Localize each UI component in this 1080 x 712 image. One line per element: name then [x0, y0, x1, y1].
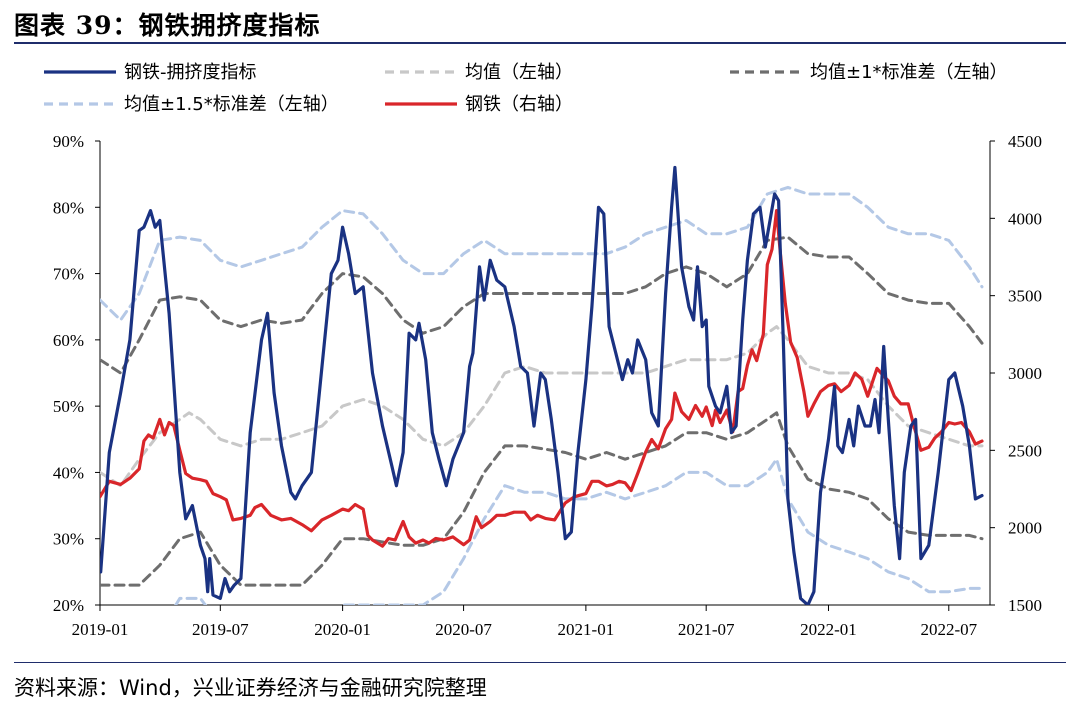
y-right-tick-label: 1500: [1008, 596, 1042, 615]
legend-label: 钢铁-拥挤度指标: [124, 62, 257, 83]
series-line-std15-upper: [100, 185, 984, 322]
legend-label: 均值±1.5*标准差（左轴）: [124, 94, 339, 115]
x-tick-label: 2020-01: [314, 620, 371, 639]
source-rule: [14, 662, 1066, 663]
series-line-mean: [100, 325, 984, 488]
x-tick-label: 2021-01: [558, 620, 615, 639]
series-line-std1-upper: [100, 235, 984, 375]
x-tick-label: 2022-01: [800, 620, 857, 639]
y-left-tick-label: 50%: [53, 397, 84, 416]
y-right-tick-label: 4000: [1008, 209, 1042, 228]
y-left-tick-label: 70%: [53, 265, 84, 284]
legend-label: 钢铁（右轴）: [465, 94, 573, 115]
legend-item-crowding-index: 钢铁-拥挤度指标: [44, 62, 257, 83]
y-right-tick-label: 2500: [1008, 441, 1042, 460]
legend-item-mean: 均值（左轴）: [385, 62, 573, 83]
y-left-tick-label: 80%: [53, 198, 84, 217]
y-right-tick-label: 2000: [1008, 519, 1042, 538]
legend-item-std1: 均值±1*标准差（左轴）: [730, 62, 1008, 83]
y-right-tick-label: 4500: [1008, 132, 1042, 151]
x-tick-label: 2021-07: [678, 620, 735, 639]
legend-item-std15: 均值±1.5*标准差（左轴）: [44, 94, 339, 115]
y-left-tick-label: 40%: [53, 463, 84, 482]
legend-item-steel-price: 钢铁（右轴）: [385, 94, 573, 115]
y-left-tick-label: 60%: [53, 331, 84, 350]
chart-plot-area: [100, 165, 984, 605]
chart-figure-title: 图表 39：钢铁拥挤度指标: [14, 11, 321, 40]
x-tick-label: 2019-07: [192, 620, 249, 639]
series-line-std1-lower: [100, 411, 984, 587]
legend-label: 均值±1*标准差（左轴）: [810, 62, 1008, 83]
source-note: 资料来源：Wind，兴业证券经济与金融研究院整理: [14, 676, 487, 700]
chart-axes: 90% 80% 70% 60% 50% 40% 30% 20% 4500 4000 3500 3000…: [53, 132, 1042, 639]
legend-label: 均值（左轴）: [465, 62, 573, 83]
title-underline: [14, 42, 1066, 44]
x-tick-label: 2019-01: [72, 620, 129, 639]
chart-legend: 钢铁-拥挤度指标 均值（左轴） 均值±1*标准差（左轴） 均值±1.5*标准差（左轴）…: [44, 62, 1008, 115]
y-left-tick-label: 90%: [53, 132, 84, 151]
y-right-tick-label: 3500: [1008, 287, 1042, 306]
y-left-tick-label: 20%: [53, 596, 84, 615]
y-right-tick-label: 3000: [1008, 364, 1042, 383]
chart-svg: 钢铁-拥挤度指标 均值（左轴） 均值±1*标准差（左轴） 均值±1.5*标准差（左轴）…: [44, 62, 1042, 639]
series-line-crowding-index: [100, 165, 984, 605]
y-left-tick-label: 30%: [53, 530, 84, 549]
x-tick-label: 2020-07: [435, 620, 492, 639]
series-line-std15-lower: [174, 457, 984, 605]
x-tick-label: 2022-07: [920, 620, 977, 639]
